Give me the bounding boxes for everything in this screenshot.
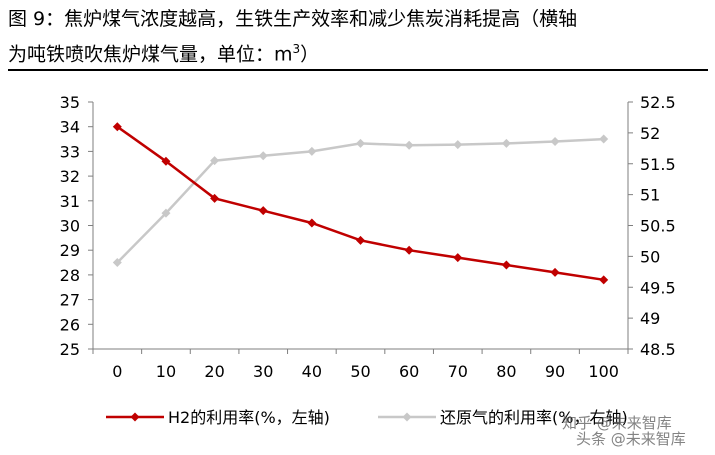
watermark-zhihu: 知乎 @未来智库 [562,414,672,432]
h2-point [501,260,511,270]
x-tick-label: 70 [448,362,468,381]
right-tick-label: 50 [640,247,660,266]
right-axis-ticks: 48.5 49 49.5 50 50.5 51 51.5 52 52.5 [628,93,676,359]
figure-title: 图 9：焦炉煤气浓度越高，生铁生产效率和减少焦炭消耗提高（横轴 为吨铁喷吹焦炉煤… [8,4,708,69]
reduction-gas-point [356,138,365,148]
figure-title-line1: 图 9：焦炉煤气浓度越高，生铁生产效率和减少焦炭消耗提高（横轴 [8,8,578,30]
figure-title-line2: 为吨铁喷吹焦炉煤气量，单位：m3） [8,34,708,69]
x-tick-label: 60 [399,362,419,381]
left-tick-label: 30 [60,217,80,236]
h2-point [404,245,414,255]
left-tick-label: 28 [60,266,80,285]
h2-point [210,193,220,203]
reduction-gas-point [550,137,560,147]
x-tick-label: 80 [496,362,516,381]
watermark-toutiao: 头条 @未来智库 [576,430,686,448]
x-tick-label: 10 [156,362,176,381]
left-tick-label: 32 [60,167,80,186]
x-tick-label: 30 [253,362,273,381]
h2-point [453,253,463,263]
series-h2 [112,122,609,285]
left-tick-label: 29 [60,241,80,260]
reduction-gas-point [404,140,414,150]
h2-point [307,218,317,228]
right-tick-label: 52.5 [640,93,676,112]
left-tick-label: 33 [60,142,80,161]
right-tick-label: 52 [640,124,660,143]
reduction-gas-point [210,156,220,166]
h2-point [599,275,609,285]
right-tick-label: 51 [640,186,660,205]
h2-point [258,206,268,216]
reduction-gas-point [599,134,609,144]
left-tick-label: 26 [60,315,80,334]
left-axis-ticks: 25 26 27 28 29 30 31 32 33 34 35 [60,93,93,359]
series-reduction-gas [112,134,609,268]
right-tick-label: 50.5 [640,217,676,236]
legend-h2-marker [130,412,140,422]
left-tick-label: 27 [60,291,80,310]
h2-point [550,267,560,277]
h2-line [116,125,604,282]
right-tick-label: 48.5 [640,340,676,359]
x-tick-label: 50 [350,362,370,381]
h2-point [112,122,122,132]
h2-point [161,156,171,166]
left-tick-label: 34 [60,118,80,137]
legend-reduction-label: 还原气的利用率(%，右轴) [440,408,628,427]
reduction-gas-point [258,151,268,161]
x-tick-label: 0 [112,362,122,381]
title-divider [8,69,708,71]
figure-title-line2-text: 为吨铁喷吹焦炉煤气量，单位：m [8,43,293,66]
reduction-gas-point [453,140,463,150]
x-axis-ticks: 0 10 20 30 40 50 60 70 80 90 100 [92,349,629,381]
figure-title-superscript: 3 [292,42,301,56]
x-tick-label: 40 [302,362,322,381]
figure-title-close-paren: ） [300,43,320,66]
right-tick-label: 49.5 [640,278,676,297]
reduction-gas-point [501,138,511,148]
legend-reduction-marker [402,412,412,422]
reduction-gas-point [112,258,122,268]
right-tick-label: 51.5 [640,155,676,174]
h2-point [356,235,365,245]
x-tick-label: 100 [588,362,619,381]
left-tick-label: 31 [60,192,80,211]
chart-legend: H2的利用率(%，左轴) 还原气的利用率(%，右轴) [106,408,628,427]
left-tick-label: 25 [60,340,80,359]
left-tick-label: 35 [60,93,80,112]
reduction-gas-point [161,208,171,218]
x-tick-label: 90 [545,362,565,381]
x-tick-label: 20 [204,362,224,381]
legend-h2-label: H2的利用率(%，左轴) [168,408,330,427]
reduction-gas-point [307,146,317,156]
right-tick-label: 49 [640,309,660,328]
